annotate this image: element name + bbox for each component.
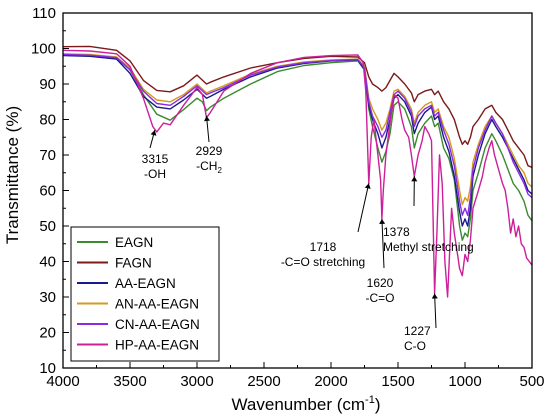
annotation-label: -CH2 (196, 159, 222, 175)
annotation-arrow-line (357, 183, 370, 233)
legend-label: CN-AA-EAGN (115, 317, 200, 332)
annotation-label-text: Methyl stretching (383, 240, 474, 254)
annotation-label: -C=O (365, 291, 394, 305)
annotation-label: 3315 (142, 152, 169, 166)
y-tick-label: 30 (39, 289, 56, 306)
legend-item: AA-EAGN (77, 276, 176, 291)
x-tick-label: 3500 (113, 373, 146, 390)
legend-label: EAGN (115, 235, 153, 250)
annotation-label: -OH (144, 167, 166, 181)
series-layer (62, 45, 533, 298)
ticks-layer: 4000 3500 3000 2500 2000 1500 1000 500 10 20 30 40 5… (31, 5, 545, 390)
series-line-cn-aa-eagn (62, 53, 533, 216)
annotation-label-text: 3315 (142, 152, 169, 166)
legend-box (70, 226, 220, 362)
y-tick-label: 60 (39, 183, 56, 200)
x-axis-title-main: Wavenumber (cm (232, 395, 366, 414)
annotation-label-text: -C=O stretching (281, 255, 365, 269)
legend-item: CN-AA-EAGN (77, 317, 200, 332)
series-line-eagn (62, 54, 533, 241)
annotation-label-text: 1227 (404, 324, 431, 338)
annotation-arrowhead (364, 183, 371, 189)
x-axis-title-sup: -1 (365, 394, 375, 406)
annotation-oh: 3315-OH (142, 130, 169, 181)
annotation-label: 1718 (310, 240, 337, 254)
x-tick-label: 3000 (180, 373, 213, 390)
series-line-an-aa-eagn (62, 53, 533, 206)
annotation-label-text: -C=O (365, 291, 394, 305)
y-tick-label: 100 (31, 41, 56, 58)
x-tick-label: 2500 (247, 373, 280, 390)
y-tick-label: 20 (39, 325, 56, 342)
legend: EAGN FAGN AA-EAGN AN-AA-EAGN CN-AA-EAGN HP-AA… (70, 226, 220, 362)
y-tick-label: 70 (39, 147, 56, 164)
legend-item: HP-AA-EAGN (77, 338, 199, 353)
series-line-fagn (62, 45, 533, 169)
annotation-label-text: 1620 (367, 276, 394, 290)
y-tick-label: 80 (39, 112, 56, 129)
x-tick-label: 2000 (314, 373, 347, 390)
annotation-label-text: -CH (196, 159, 217, 173)
annotation-label-text: 1718 (310, 240, 337, 254)
x-tick-label: 500 (519, 373, 544, 390)
annotation-arrowhead (204, 115, 210, 122)
x-tick-label: 1500 (381, 373, 414, 390)
series-line-aa-eagn (62, 54, 533, 227)
x-axis-title: Wavenumber (cm-1) (232, 394, 381, 414)
annotation-label-text: C-O (404, 339, 426, 353)
annotation-label: 1378 (383, 225, 410, 239)
legend-label: AN-AA-EAGN (115, 297, 199, 312)
annotation-arrow-line (434, 293, 437, 329)
legend-label: HP-AA-EAGN (115, 338, 199, 353)
annotation-label: 1227 (404, 324, 431, 338)
annotation-arrowhead (379, 218, 386, 225)
legend-item: FAGN (77, 256, 152, 271)
annotation-label: 1620 (367, 276, 394, 290)
annotation-arrowhead (411, 176, 418, 182)
x-tick-label: 1000 (448, 373, 481, 390)
annotation-arrowhead (431, 293, 438, 299)
y-axis-title: Transmittance (%) (3, 106, 22, 244)
annotation-label: C-O (404, 339, 426, 353)
annotation-arrow-line (381, 218, 385, 269)
annotation-arrowhead (150, 130, 157, 136)
annotation-label: Methyl stretching (383, 240, 474, 254)
y-tick-label: 110 (32, 5, 56, 22)
x-tick-label: 4000 (46, 373, 79, 390)
legend-label: FAGN (115, 256, 152, 271)
annotation-subscript: 2 (217, 166, 222, 175)
y-tick-label: 10 (39, 360, 56, 377)
x-axis-title-tail: ) (375, 395, 381, 414)
annotation-ch2: 2929-CH2 (196, 115, 223, 175)
y-tick-label: 50 (39, 218, 56, 235)
legend-item: EAGN (77, 235, 153, 250)
legend-label: AA-EAGN (115, 276, 176, 291)
legend-items: EAGN FAGN AA-EAGN AN-AA-EAGN CN-AA-EAGN HP-AA… (77, 235, 200, 353)
annotation-co-stretch: 1718-C=O stretching (281, 183, 371, 269)
legend-item: AN-AA-EAGN (77, 297, 199, 312)
y-tick-label: 40 (39, 254, 56, 271)
annotation-label: -C=O stretching (281, 255, 365, 269)
annotation-co: 1620-C=O (365, 218, 395, 305)
annotation-label-text: 1378 (383, 225, 410, 239)
annotation-label-text: 2929 (196, 144, 223, 158)
y-tick-label: 90 (39, 76, 56, 93)
annotation-label: 2929 (196, 144, 223, 158)
series-line-hp-aa-eagn (62, 49, 533, 298)
annotation-label-text: -OH (144, 167, 166, 181)
